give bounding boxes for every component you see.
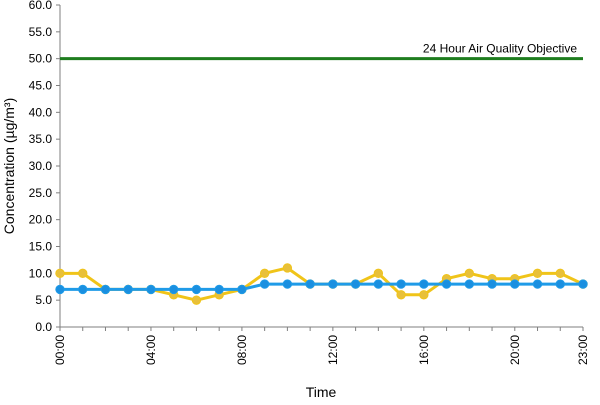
y-tick-label: 5.0 [35,293,52,307]
data-point [487,279,497,289]
reference-line-group: 24 Hour Air Quality Objective [60,42,583,61]
x-tick-labels: 00:00 04:00 08:00 12:00 16:00 20:00 23:00 [53,327,590,365]
y-tick-label: 45.0 [29,79,53,93]
data-point [237,284,247,295]
data-point [78,284,88,295]
x-tick-label: 20:00 [508,335,522,365]
y-tick-labels: 0.0 5.0 10.0 15.0 20.0 25.0 30.0 35.0 40.0 45.0 50… [29,0,60,334]
y-tick-label: 15.0 [29,240,53,254]
x-tick-label: 08:00 [235,335,249,365]
data-point [578,279,588,289]
data-point [78,268,88,279]
data-point [259,268,270,279]
data-point [146,284,156,295]
data-point [191,284,202,295]
data-point [510,279,520,289]
data-point [282,263,293,273]
data-point [419,290,429,300]
data-point [214,284,224,295]
x-tick-label: 04:00 [144,335,158,365]
data-point [168,284,179,295]
data-point [555,279,565,289]
data-point [396,279,406,289]
y-tick-label: 60.0 [29,0,53,12]
data-point [282,279,293,289]
data-point [55,284,65,295]
data-point [259,279,270,289]
data-point [464,268,475,279]
x-tick-label: 12:00 [326,335,340,365]
reference-line-label: 24 Hour Air Quality Objective [423,42,577,56]
data-point [305,279,315,289]
data-point [441,279,452,289]
data-point [191,295,202,305]
y-tick-label: 35.0 [29,132,53,146]
y-tick-label: 30.0 [29,159,53,173]
series-line [60,282,583,291]
data-point [123,284,133,295]
x-tick-label: 16:00 [417,335,431,365]
y-tick-label: 50.0 [29,52,53,66]
y-axis-title: Concentration (µg/m³) [1,98,17,234]
y-tick-label: 55.0 [29,25,53,39]
data-point [555,268,565,279]
data-point [464,279,475,289]
data-point [373,268,384,279]
data-point [396,290,406,300]
series-group [55,263,588,305]
data-point [100,284,111,295]
data-point [350,279,361,289]
data-point [373,279,384,289]
y-tick-label: 40.0 [29,105,53,119]
y-tick-label: 25.0 [29,186,53,200]
x-tick-label: 00:00 [53,335,67,365]
y-tick-label: 0.0 [35,320,52,334]
y-tick-label: 20.0 [29,213,53,227]
data-point [328,279,338,289]
data-point [55,268,65,279]
x-axis-title: Time [306,384,337,400]
series-2 [55,279,588,295]
data-point [419,279,429,289]
y-tick-label: 10.0 [29,266,53,280]
data-point [532,279,543,289]
data-point [532,268,543,279]
x-tick-label: 23:00 [576,335,590,365]
